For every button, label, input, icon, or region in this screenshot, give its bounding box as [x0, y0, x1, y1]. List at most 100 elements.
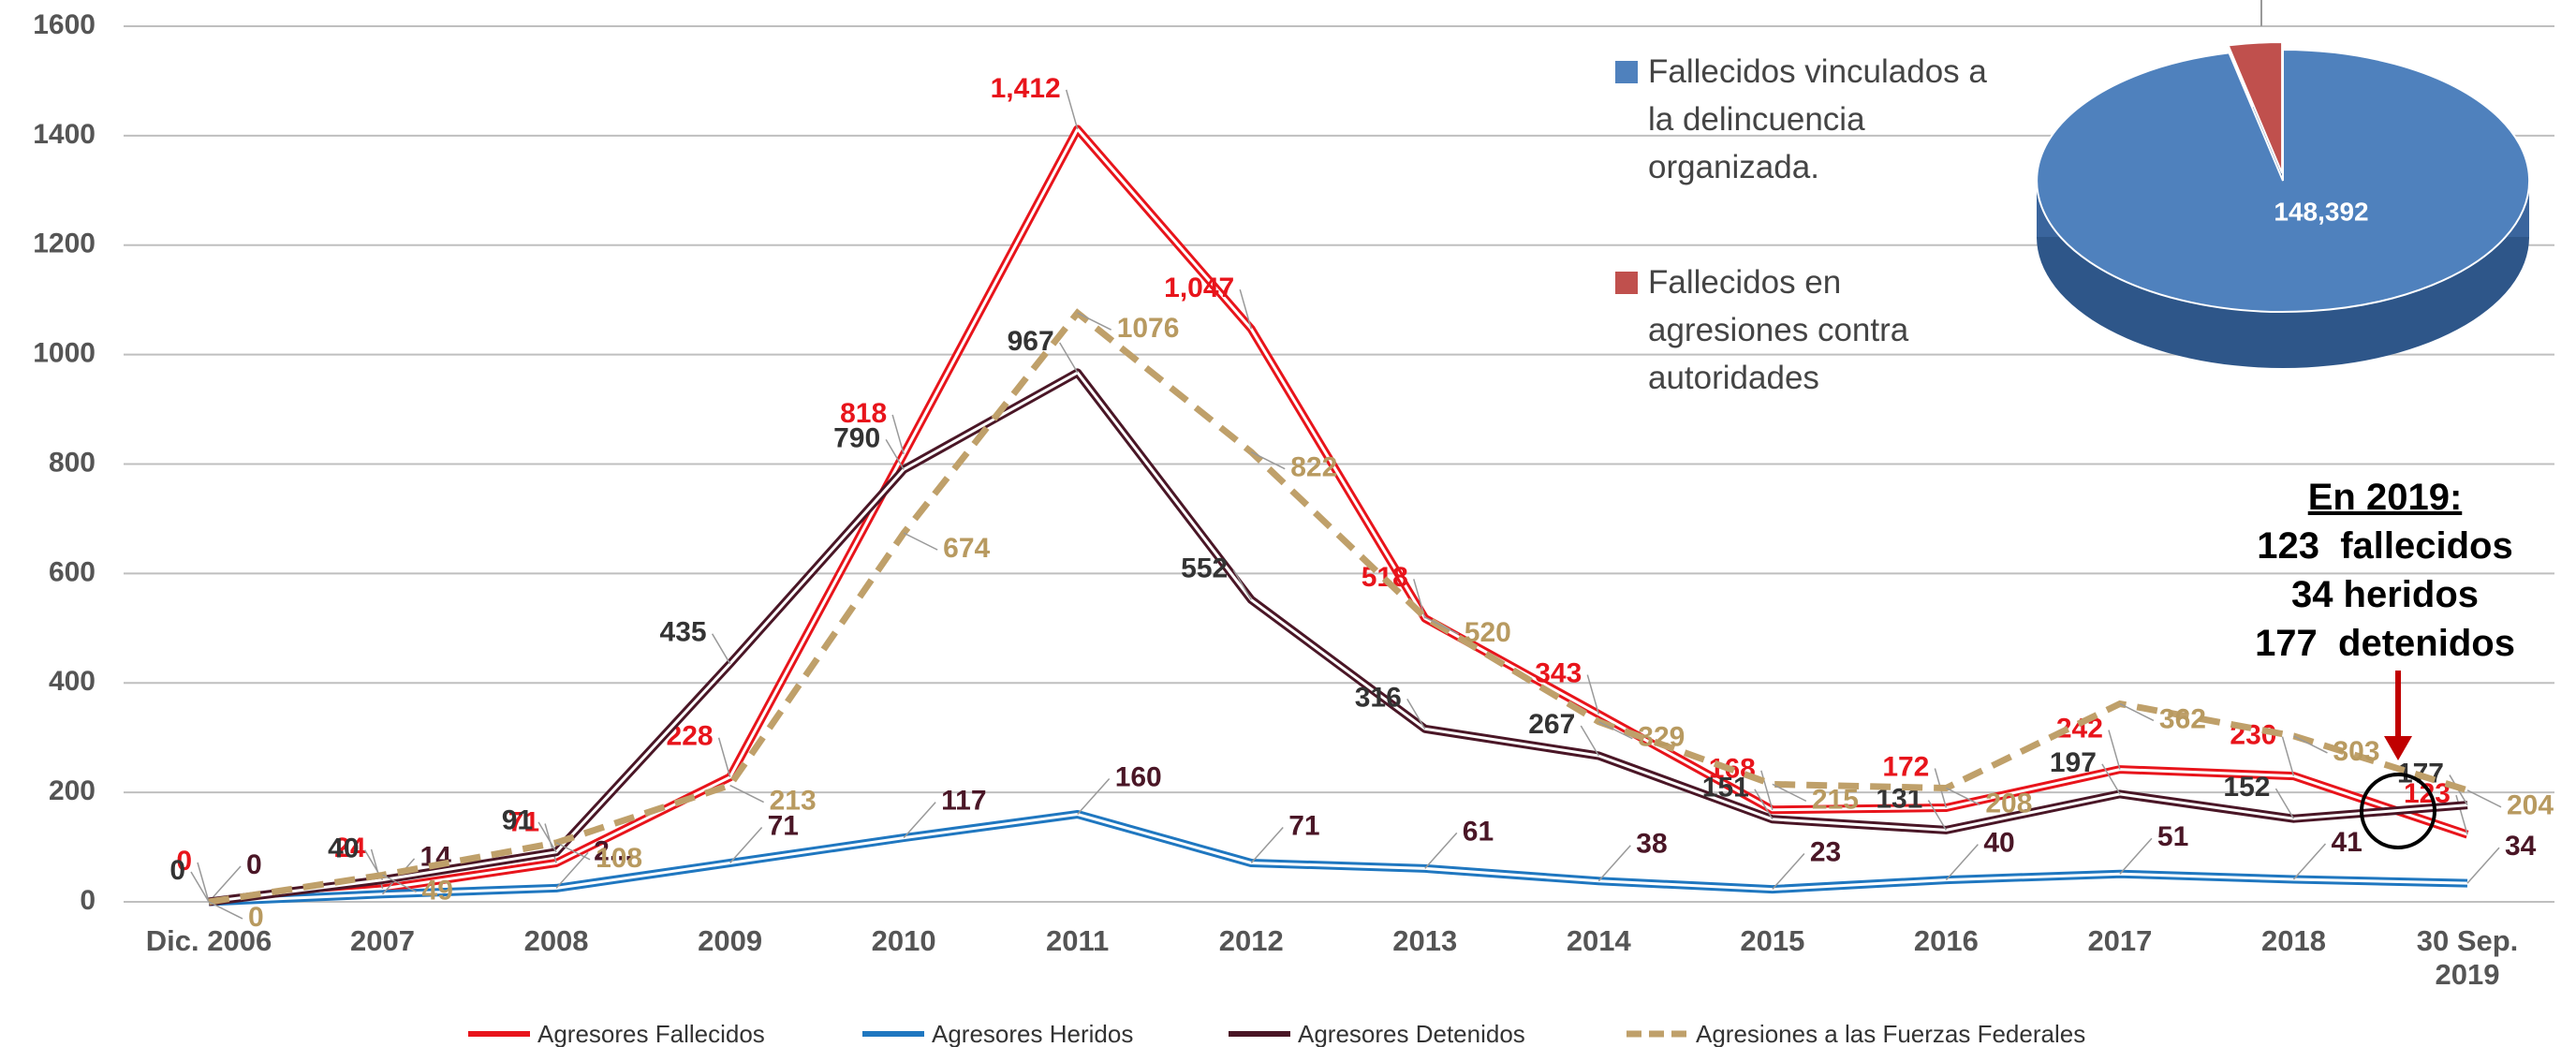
legend-label: Agresores Heridos: [932, 1020, 1134, 1047]
leader-line: [208, 901, 243, 920]
leader-line: [1250, 827, 1284, 864]
data-label: 208: [1985, 788, 2032, 818]
data-label: 71: [508, 806, 539, 837]
data-label: 822: [1290, 452, 1337, 483]
data-label: 38: [1636, 829, 1667, 860]
leader-line: [903, 802, 936, 839]
x-tick-label: 2008: [523, 924, 589, 957]
leader-line: [1597, 721, 1633, 740]
x-tick-label: 2017: [2087, 924, 2153, 957]
series-line: [208, 308, 2469, 906]
x-tick-label: 2016: [1913, 924, 1979, 957]
data-label: 61: [1463, 816, 1494, 847]
x-tick-label: 2015: [1740, 924, 1805, 957]
data-label: 215: [1812, 784, 1859, 815]
annotation: En 2019:: [2307, 477, 2463, 518]
data-label: 329: [1638, 722, 1685, 753]
data-label: 0: [176, 846, 192, 877]
data-label: 1,047: [1164, 273, 1234, 303]
leader-line: [382, 874, 417, 893]
leader-line: [537, 821, 557, 853]
leader-line: [190, 871, 210, 903]
leader-line: [717, 737, 731, 777]
data-label: 213: [770, 785, 817, 816]
data-label: 967: [1008, 326, 1054, 357]
leader-line: [1772, 783, 1807, 803]
leader-line: [1754, 789, 1774, 820]
highlight-circle: [2360, 773, 2436, 849]
x-tick-label: 2012: [1218, 924, 1284, 957]
x-tick-label: 2010: [871, 924, 936, 957]
data-label: 197: [2050, 747, 2097, 778]
leader-line: [2108, 730, 2121, 770]
data-label: 303: [2333, 736, 2379, 767]
legend-label: Agresiones a las Fuerzas Federales: [1696, 1020, 2086, 1047]
y-tick-label: 400: [49, 666, 96, 697]
leader-line: [885, 438, 905, 470]
annotation: 123 fallecidos: [2257, 525, 2513, 567]
data-label: 71: [1288, 810, 1319, 841]
legend-label: Agresores Detenidos: [1298, 1020, 1525, 1047]
y-tick-label: 600: [49, 556, 96, 587]
data-label: 40: [1983, 828, 2014, 859]
data-label: 316: [1355, 682, 1402, 713]
x-tick-label: 2007: [350, 924, 416, 957]
data-label: 674: [943, 533, 990, 564]
x-tick-label: 2011: [1046, 924, 1110, 957]
data-label: 41: [2331, 827, 2362, 858]
y-tick-label: 1200: [33, 229, 96, 259]
series-line-inner: [208, 127, 2468, 904]
leader-line: [555, 851, 589, 889]
data-label: 520: [1465, 617, 1511, 648]
series-line-inner: [208, 371, 2468, 904]
data-label: 34: [2505, 831, 2537, 862]
data-label: 435: [660, 617, 707, 648]
data-label: 0: [248, 902, 264, 933]
y-tick-label: 800: [49, 447, 96, 478]
leader-line: [1239, 288, 1252, 330]
data-label: 172: [1882, 751, 1929, 782]
leader-line: [1927, 800, 1948, 831]
arrow-head: [2384, 736, 2412, 760]
leader-line: [2101, 763, 2121, 795]
y-tick-label: 1400: [33, 119, 96, 150]
leader-line: [903, 532, 938, 551]
x-tick-label: 2009: [698, 924, 763, 957]
leader-line: [197, 862, 210, 903]
leader-line: [1424, 832, 1458, 869]
leader-line: [1065, 89, 1079, 130]
x-tick-label: 2013: [1392, 924, 1458, 957]
x-tick-label: 2014: [1566, 924, 1631, 957]
leader-line: [891, 414, 905, 455]
leader-line: [2119, 837, 2153, 875]
leader-line: [711, 633, 731, 665]
legend-label: Agresores Fallecidos: [537, 1020, 765, 1047]
series-line: [208, 368, 2468, 907]
data-label: 160: [1115, 761, 1162, 792]
data-label: 117: [941, 786, 986, 817]
data-label: 49: [422, 875, 453, 906]
pie-slice: [2227, 40, 2284, 174]
leader-line: [2274, 788, 2295, 819]
data-label: 0: [169, 855, 185, 886]
leader-line: [1760, 770, 1774, 811]
data-label: 151: [1702, 773, 1749, 804]
pie-value-label: 148,392: [2274, 197, 2368, 226]
data-label: 818: [840, 398, 887, 429]
annotation: 177 detenidos: [2255, 623, 2515, 664]
leader-line: [2293, 735, 2328, 754]
legend-swatch: [1615, 61, 1638, 83]
leader-line: [1250, 450, 1286, 470]
leader-line: [1586, 674, 1600, 715]
y-tick-label: 1600: [33, 9, 96, 40]
data-label: 343: [1535, 657, 1582, 688]
leader-line: [1059, 342, 1079, 374]
data-label: 2...: [594, 835, 633, 866]
leader-line: [2466, 847, 2500, 884]
leader-line: [1077, 777, 1111, 816]
leader-line: [2119, 702, 2155, 722]
series-line-inner: [208, 813, 2468, 904]
data-label: 1,412: [991, 73, 1061, 104]
